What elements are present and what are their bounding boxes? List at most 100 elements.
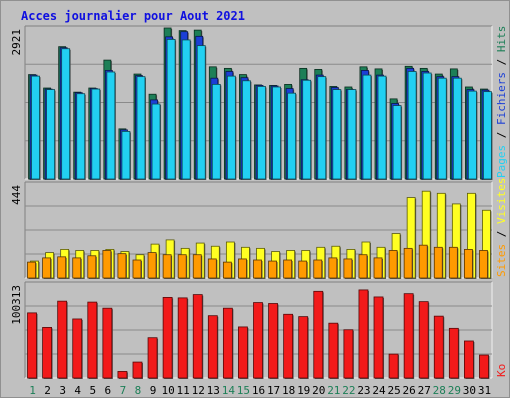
bar-pages-day-5 [91,88,101,180]
bar-sites-day-1 [27,261,37,279]
bar-sites-day-19 [298,260,308,279]
bar-sites-day-10 [162,254,173,279]
bar-pages-day-13 [211,83,222,180]
bar-pages-day-30 [468,90,478,180]
legend-hits: Hits [495,26,508,53]
x-tick-label-day-27: 27 [418,384,431,397]
legend-separator: / [495,52,508,72]
legend-visites: Visites [495,178,508,224]
bar-ko-day-2 [42,326,53,379]
panel-3-legend: Ko [495,364,508,377]
legend-fichiers: Fichiers [495,72,508,125]
bar-sites-day-30 [464,249,474,279]
bar-sites-day-26 [403,247,414,279]
bar-pages-day-18 [287,92,297,180]
bar-sites-day-23 [358,254,368,279]
bar-sites-day-29 [448,246,459,279]
bar-pages-day-4 [76,93,86,180]
bar-sites-day-2 [42,257,52,279]
bar-pages-day-9 [151,103,162,180]
x-tick-label-day-28: 28 [433,384,446,397]
x-tick-label-day-9: 9 [150,384,157,397]
x-tick-label-day-18: 18 [282,384,295,397]
bar-ko-day-30 [464,340,475,379]
bar-pages-day-11 [181,39,192,180]
bar-pages-day-21 [332,89,342,180]
bar-pages-day-7 [121,131,131,180]
bar-sites-day-21 [328,257,338,279]
bar-pages-day-16 [257,86,267,180]
panel-1-ymax-label: 2921 [10,29,23,56]
bar-pages-day-12 [196,45,207,180]
bar-ko-day-26 [403,293,415,379]
bar-pages-day-3 [61,48,71,180]
legend-pages: Pages [495,145,508,178]
bar-ko-day-25 [388,353,400,379]
bar-ko-day-21 [328,322,339,379]
x-tick-label-day-19: 19 [297,384,310,397]
bar-ko-day-5 [87,301,98,379]
bar-ko-day-23 [358,289,369,379]
bar-ko-day-9 [147,337,159,379]
bar-ko-day-7 [117,371,128,379]
panel-2-legend: Sites / Visites [495,178,508,277]
bar-sites-day-18 [283,259,293,279]
bar-pages-day-15 [242,80,252,180]
bar-pages-day-27 [422,72,433,180]
x-tick-label-day-11: 11 [177,384,190,397]
bar-pages-day-25 [392,105,403,180]
bar-ko-day-22 [343,329,354,379]
bar-sites-day-28 [433,246,444,279]
x-tick-label-day-3: 3 [59,384,66,397]
bar-pages-day-2 [46,89,56,180]
bar-ko-day-14 [222,307,234,379]
bar-ko-day-4 [72,318,83,379]
bar-sites-day-8 [132,259,142,279]
x-tick-label-day-17: 17 [267,384,280,397]
panel-1-legend: Pages / Fichiers / Hits [495,26,508,178]
bar-ko-day-16 [253,302,264,379]
bar-ko-day-24 [373,296,385,379]
bar-pages-day-23 [362,74,372,180]
x-tick-label-day-24: 24 [372,384,386,397]
bar-ko-day-8 [132,361,143,379]
x-tick-label-day-2: 2 [44,384,51,397]
bar-pages-day-31 [483,91,493,180]
bar-pages-day-14 [226,75,237,180]
bar-sites-day-12 [192,254,203,279]
bar-ko-day-10 [162,297,174,379]
bar-sites-day-11 [177,254,188,279]
x-tick-label-day-30: 30 [463,384,476,397]
bar-sites-day-6 [102,250,112,279]
x-tick-label-day-8: 8 [135,384,142,397]
x-tick-label-day-13: 13 [207,384,220,397]
bar-sites-day-22 [343,258,353,279]
bar-sites-day-13 [207,258,218,279]
bar-pages-day-28 [437,77,448,180]
bar-pages-day-6 [106,71,116,180]
bar-ko-day-15 [238,326,249,379]
legend-separator: / [495,125,508,145]
bar-ko-day-11 [177,297,189,379]
x-tick-label-day-15: 15 [237,384,250,397]
bar-ko-day-13 [207,315,219,379]
x-tick-label-day-12: 12 [192,384,205,397]
bar-ko-day-18 [283,313,294,379]
panel-2-ymax-label: 444 [10,185,23,205]
x-tick-label-day-4: 4 [74,384,81,397]
bar-sites-day-17 [268,260,278,279]
bar-sites-day-3 [57,256,67,279]
bar-pages-day-29 [452,77,463,180]
bar-pages-day-22 [347,89,357,180]
bar-pages-day-26 [407,71,418,180]
x-tick-label-day-20: 20 [312,384,325,397]
bar-sites-day-15 [238,258,248,279]
x-tick-label-day-14: 14 [222,384,236,397]
x-tick-label-day-31: 31 [478,384,491,397]
x-tick-label-day-22: 22 [342,384,355,397]
x-tick-label-day-29: 29 [448,384,461,397]
bar-ko-day-28 [433,315,445,379]
bar-sites-day-27 [418,244,429,279]
